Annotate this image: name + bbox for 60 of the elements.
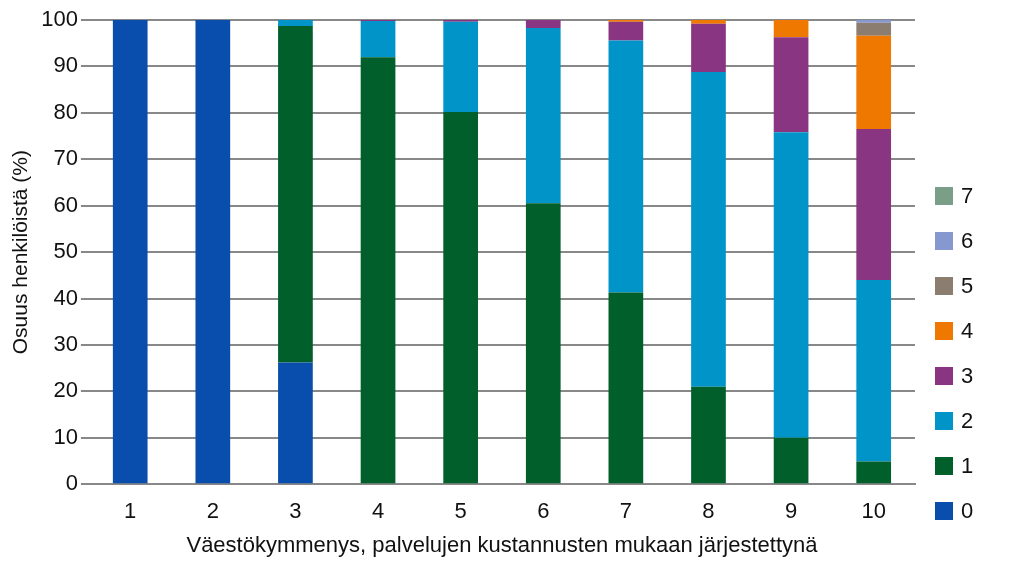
bar <box>773 37 809 133</box>
bar <box>691 23 726 72</box>
bar <box>608 292 644 484</box>
y-tick-label: 10 <box>53 423 78 449</box>
y-tick-label: 30 <box>53 331 78 356</box>
bar <box>691 20 726 24</box>
bar <box>856 279 892 462</box>
legend-label: 1 <box>961 453 974 478</box>
bar <box>691 386 726 484</box>
bar <box>360 57 396 484</box>
y-tick-label: 60 <box>53 191 78 217</box>
legend-label: 2 <box>961 408 974 433</box>
y-tick-label: 40 <box>53 284 78 310</box>
legend-label: 7 <box>961 183 974 208</box>
bar <box>195 20 231 484</box>
y-tick-label: 50 <box>53 238 78 264</box>
bar <box>278 20 313 27</box>
legend-label: 3 <box>961 363 974 388</box>
bar <box>525 27 561 204</box>
bar <box>278 26 313 363</box>
x-tick-label: 5 <box>454 498 467 524</box>
y-tick-label: 100 <box>41 6 78 32</box>
bar <box>773 20 809 38</box>
bar <box>773 132 809 438</box>
bar <box>608 40 644 293</box>
x-tick-label: 6 <box>537 498 550 524</box>
bar <box>608 21 644 41</box>
bar <box>856 461 892 484</box>
x-tick-label: 8 <box>702 498 715 524</box>
x-tick-label: 1 <box>124 498 137 524</box>
bar <box>856 35 892 130</box>
legend-label: 0 <box>961 498 974 523</box>
x-tick-label: 2 <box>206 498 219 524</box>
bar <box>691 71 726 387</box>
x-tick-label: 9 <box>784 498 798 524</box>
legend-label: 5 <box>961 273 974 298</box>
bar <box>112 20 148 484</box>
y-tick-label: 90 <box>53 52 78 78</box>
y-tick-label: 70 <box>53 145 78 171</box>
x-axis-title: Väestökymmenys, palvelujen kustannusten mukaan järjestettynä <box>186 531 819 557</box>
legend-label: 6 <box>961 228 974 253</box>
bar <box>773 437 809 484</box>
y-tick-label: 20 <box>53 377 78 403</box>
y-axis-title: Osuus henkilöistä (%) <box>8 149 32 355</box>
bar <box>360 20 396 58</box>
bar <box>856 20 892 23</box>
bar <box>856 22 892 36</box>
bar <box>525 20 561 28</box>
y-tick-label: 0 <box>65 470 78 496</box>
y-tick-label: 80 <box>53 98 78 124</box>
bar <box>856 129 892 280</box>
bar <box>525 203 561 484</box>
legend-label: 4 <box>961 318 974 343</box>
x-tick-label: 7 <box>619 498 632 524</box>
bar <box>443 111 478 484</box>
bar <box>278 362 313 484</box>
bar <box>443 21 478 112</box>
x-tick-label: 10 <box>861 498 886 524</box>
x-tick-label: 3 <box>289 498 302 524</box>
x-tick-label: 4 <box>371 498 385 524</box>
